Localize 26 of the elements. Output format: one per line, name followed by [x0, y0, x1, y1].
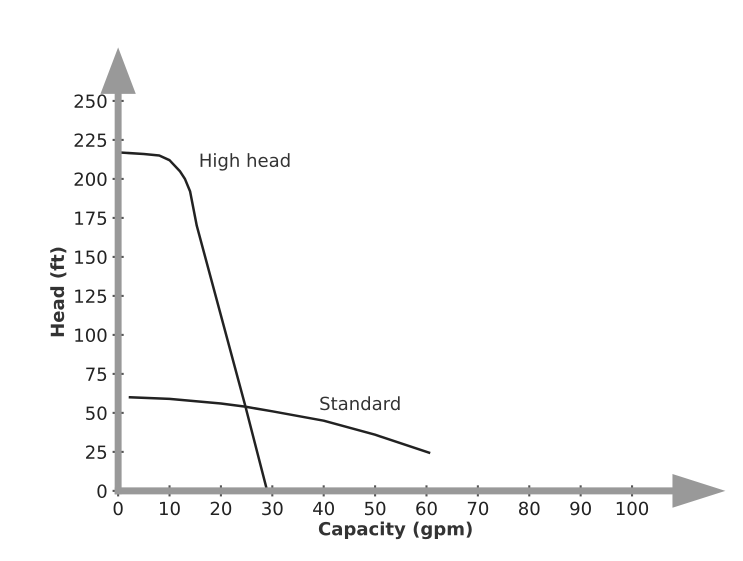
y-tick-label: 175: [75, 212, 106, 226]
x-tick-label: 40: [313, 502, 334, 516]
x-tick-label: 70: [468, 502, 488, 516]
x-axis-title: Capacity (gpm): [318, 522, 472, 540]
y-axis-title: Head (ft): [50, 248, 66, 336]
x-tick-label: 0: [114, 502, 123, 516]
y-tick-label: 0: [97, 484, 107, 498]
y-tick-label: 75: [86, 368, 106, 382]
x-tick-label: 10: [160, 502, 180, 516]
y-tick-label: 200: [74, 172, 107, 186]
x-tick-label: 50: [364, 502, 386, 516]
x-tick-label: 80: [519, 502, 540, 516]
x-tick-label: 20: [210, 502, 232, 516]
series-label: High head: [200, 153, 290, 171]
y-tick-label: 25: [86, 445, 106, 459]
y-tick-label: 100: [75, 328, 107, 342]
x-tick-label: 90: [570, 502, 591, 516]
y-tick-label: 225: [74, 133, 106, 148]
y-tick-label: 125: [75, 289, 106, 304]
y-tick-label: 250: [74, 94, 107, 108]
x-tick-label: 100: [616, 502, 648, 516]
x-tick-label: 30: [262, 502, 283, 516]
y-tick-label: 150: [75, 250, 107, 264]
series-label: Standard: [320, 396, 400, 410]
y-tick-label: 50: [86, 406, 107, 420]
x-tick-label: 60: [416, 502, 437, 516]
